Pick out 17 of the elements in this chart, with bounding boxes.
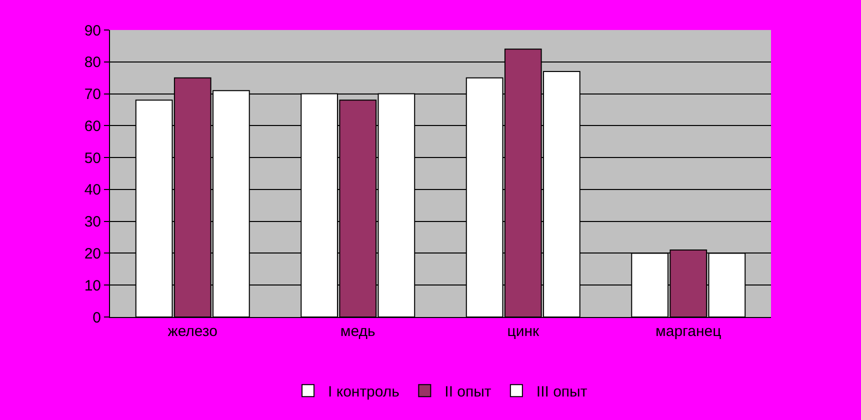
y-tick-label: 30 [84,214,101,231]
x-tick-label: марганец [656,323,722,340]
y-tick-label: 70 [84,86,101,104]
x-tick-label: медь [340,323,376,340]
legend-label: III опыт [536,384,588,400]
y-tick-label: 60 [84,118,101,135]
y-tick-label: 0 [92,309,101,326]
y-tick-label: 90 [84,22,101,40]
legend-label: II опыт [444,384,492,400]
y-tick-label: 10 [84,277,101,294]
y-tick-label: 20 [84,245,101,262]
y-tick-label: 40 [84,182,101,199]
y-tick-label: 80 [84,54,101,72]
x-tick-label: железо [168,323,218,340]
legend-label: I контроль [328,384,400,400]
x-tick-label: цинк [507,323,540,340]
y-tick-label: 50 [84,150,101,167]
